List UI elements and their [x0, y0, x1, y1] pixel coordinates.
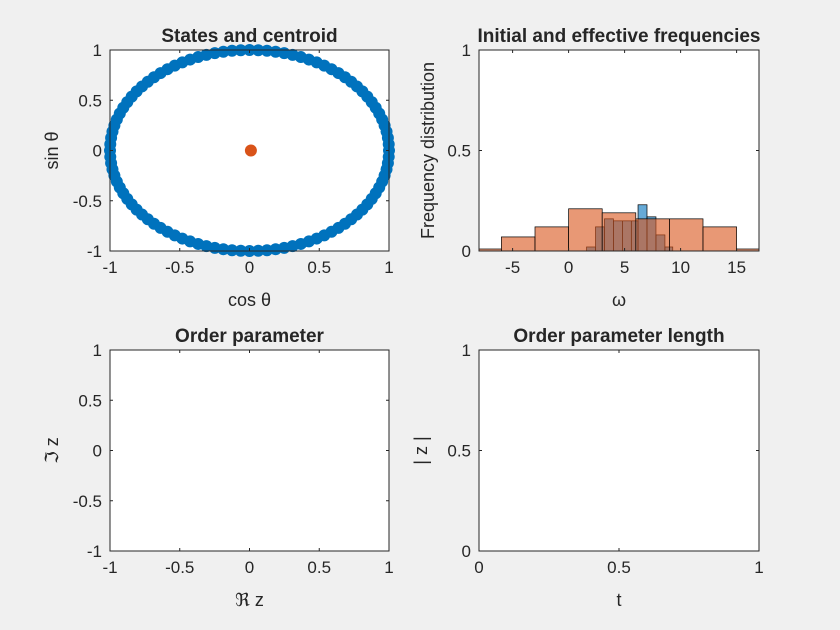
x-tick-label: 0.5: [607, 558, 631, 577]
y-tick-label: 1: [93, 41, 102, 60]
y-tick-label: 0.5: [447, 442, 471, 461]
x-tick-label: 0: [474, 558, 483, 577]
hist-bar-effective: [534, 226, 569, 252]
state-point: [226, 244, 239, 257]
chart-title: Initial and effective frequencies: [478, 26, 761, 47]
x-tick-label: 1: [384, 258, 393, 277]
x-tick-label: 0: [564, 258, 573, 277]
y-tick-label: 0.5: [78, 391, 102, 410]
chart-title: Order parameter: [175, 326, 325, 347]
x-tick-label: 0.5: [307, 258, 331, 277]
chart-title: States and centroid: [161, 26, 337, 47]
y-axis-label: sin θ: [42, 131, 62, 169]
x-axis-label: t: [616, 590, 621, 610]
x-axis-label: ω: [612, 290, 626, 310]
y-tick-label: -1: [87, 242, 102, 261]
axes-1: -1 -0.5 0 0.5 1 -1 -0.5 0 0.5 1 States and centroi…: [42, 26, 395, 310]
y-axis-label: Frequency distribution: [418, 62, 438, 239]
state-point: [260, 44, 273, 57]
state-point: [269, 45, 282, 58]
y-tick-label: 0: [93, 442, 102, 461]
state-point: [226, 44, 239, 57]
y-tick-label: -1: [87, 542, 102, 561]
hist-bar-effective: [501, 236, 536, 252]
y-tick-label: -0.5: [73, 492, 102, 511]
axes-3: -1 -0.5 0 0.5 1 -1 -0.5 0 0.5 1 Order parameter ℜ z…: [42, 326, 394, 610]
y-axis-label: | z |: [411, 436, 431, 464]
chart-title: Order parameter length: [513, 326, 724, 347]
x-tick-label: -1: [102, 558, 117, 577]
x-tick-label: 0.5: [307, 558, 331, 577]
state-point: [217, 243, 230, 256]
y-tick-label: 1: [93, 341, 102, 360]
centroid-point: [244, 144, 257, 157]
x-tick-label: 0: [245, 558, 254, 577]
x-tick-label: -1: [102, 258, 117, 277]
data-marks: [478, 204, 760, 252]
y-tick-label: 1: [462, 341, 471, 360]
x-tick-label: 1: [754, 558, 763, 577]
y-tick-label: 0.5: [78, 91, 102, 110]
y-axis-label: ℑ z: [42, 437, 62, 464]
x-tick-label: 15: [727, 258, 746, 277]
hist-bar-effective: [669, 218, 704, 252]
x-tick-label: 10: [671, 258, 690, 277]
x-tick-label: -5: [505, 258, 520, 277]
y-tick-label: 0: [93, 142, 102, 161]
hist-bar-effective: [601, 212, 637, 252]
y-tick-label: 1: [462, 41, 471, 60]
state-point: [260, 244, 273, 257]
y-tick-label: 0.5: [447, 142, 471, 161]
hist-bar-effective: [702, 226, 737, 252]
x-tick-label: -0.5: [165, 258, 194, 277]
plot-area: [479, 350, 759, 551]
y-tick-label: 0: [462, 542, 471, 561]
plot-area: [110, 350, 389, 551]
hist-bar-effective: [635, 218, 670, 252]
x-tick-label: 1: [384, 558, 393, 577]
x-tick-label: 5: [620, 258, 629, 277]
axes-4: 0 0.5 1 0 0.5 1 Order parameter length t | z |: [411, 326, 764, 610]
x-axis-label: cos θ: [228, 290, 271, 310]
x-tick-label: 0: [245, 258, 254, 277]
data-marks: [104, 44, 395, 257]
axes-2: -5 0 5 10 15 0 0.5 1 Initial and effective frequ…: [418, 26, 760, 310]
x-axis-label: ℜ z: [235, 590, 264, 610]
y-tick-label: 0: [462, 242, 471, 261]
y-tick-label: -0.5: [73, 192, 102, 211]
x-tick-label: -0.5: [165, 558, 194, 577]
hist-bar-effective: [568, 208, 603, 252]
